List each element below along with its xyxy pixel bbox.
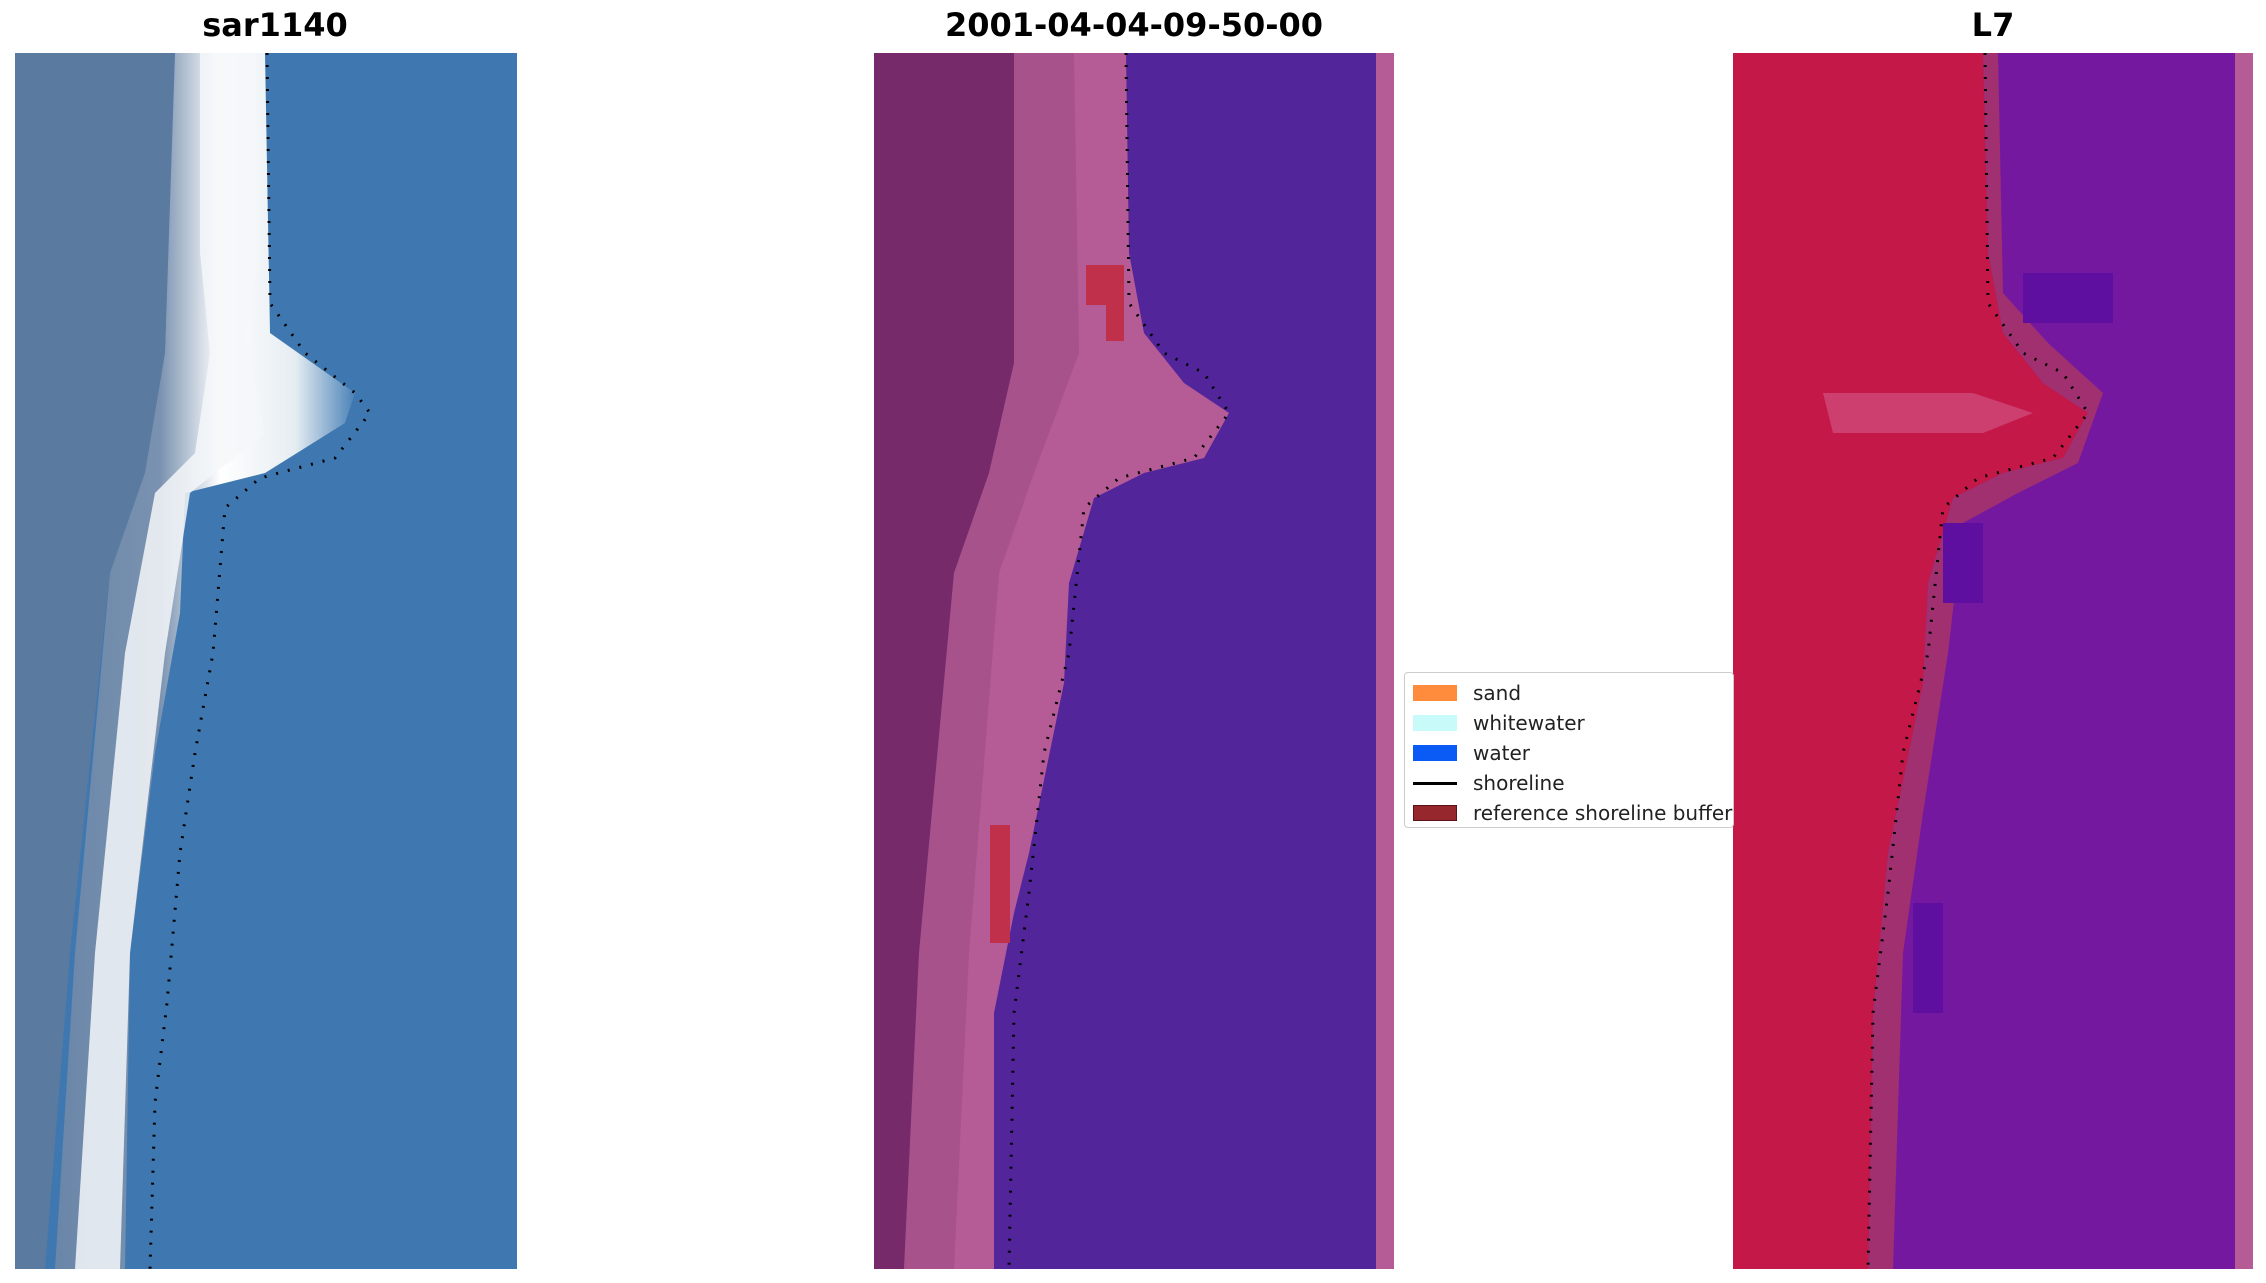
- buffer-patch: [1106, 303, 1124, 341]
- buffer-patch: [990, 825, 1010, 943]
- shoreline-dots-classified: [1007, 53, 1231, 1269]
- legend-label: reference shoreline buffer: [1473, 801, 1733, 825]
- legend: sand whitewater water shoreline referenc…: [1404, 672, 1734, 828]
- legend-item-sand: sand: [1413, 679, 1521, 707]
- rgb-image: [15, 53, 517, 1269]
- water-swatch: [1413, 745, 1457, 761]
- sand-swatch: [1413, 685, 1457, 701]
- legend-item-shoreline: shoreline: [1413, 769, 1565, 797]
- classified-image: [874, 53, 1394, 1269]
- legend-item-water: water: [1413, 739, 1530, 767]
- legend-label: whitewater: [1473, 711, 1585, 735]
- panel-title-rgb: sar1140: [202, 6, 348, 44]
- rgb-image-panel: [15, 53, 517, 1269]
- buffer-patch: [1086, 265, 1124, 305]
- shoreline-line-swatch: [1413, 781, 1457, 785]
- whitewater-swatch: [1413, 715, 1457, 731]
- legend-label: sand: [1473, 681, 1522, 705]
- shoreline-dots-mndwi: [1866, 53, 2090, 1269]
- legend-item-whitewater: whitewater: [1413, 709, 1585, 737]
- legend-label: water: [1473, 741, 1530, 765]
- buffer-swatch: [1413, 805, 1457, 821]
- legend-item-reference-buffer: reference shoreline buffer: [1413, 799, 1732, 827]
- mndwi-image-panel: [1733, 53, 2253, 1269]
- panel-title-classified: 2001-04-04-09-50-00: [944, 6, 1324, 44]
- mndwi-image: [1733, 53, 2253, 1269]
- panel-title-mndwi: L7: [1971, 6, 2015, 44]
- legend-label: shoreline: [1473, 771, 1565, 795]
- classified-image-panel: [874, 53, 1394, 1269]
